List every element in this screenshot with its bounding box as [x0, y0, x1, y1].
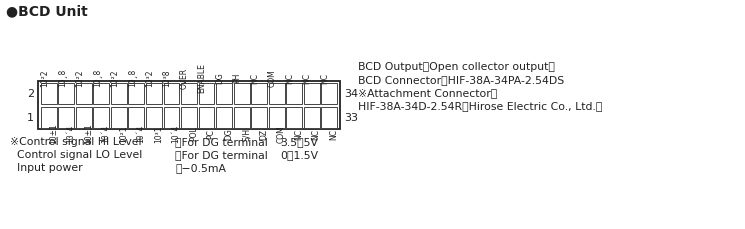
Text: 10±1: 10±1 [48, 123, 58, 144]
Bar [93, 108, 110, 128]
Text: NC: NC [285, 72, 294, 83]
Bar [199, 84, 215, 104]
Text: 10±1: 10±1 [84, 123, 93, 144]
Text: 0～1.5V: 0～1.5V [280, 149, 318, 159]
Text: NC: NC [320, 72, 329, 83]
Bar [41, 108, 57, 128]
Bar [163, 84, 180, 104]
Text: 33: 33 [344, 112, 358, 123]
Bar [216, 84, 232, 104]
Bar [286, 108, 302, 128]
Text: PH: PH [232, 73, 241, 83]
Bar [146, 84, 162, 104]
Text: 1: 1 [27, 112, 34, 123]
Text: ※Control signal HI Level: ※Control signal HI Level [10, 136, 142, 146]
Text: 10²2: 10²2 [110, 69, 119, 86]
Text: 10³8: 10³8 [162, 69, 171, 86]
Bar [93, 84, 110, 104]
Text: ※Attachment Connector：: ※Attachment Connector： [358, 88, 497, 98]
Bar [128, 84, 145, 104]
Bar [181, 108, 197, 128]
Bar [181, 84, 197, 104]
Bar [111, 84, 127, 104]
Text: BCD Connector：HIF-38A-34PA-2.54DS: BCD Connector：HIF-38A-34PA-2.54DS [358, 75, 564, 85]
Text: COM: COM [267, 69, 276, 87]
Bar [251, 108, 267, 128]
Text: 10³2: 10³2 [145, 69, 154, 86]
Text: 10´4: 10´4 [136, 124, 145, 143]
Bar [304, 108, 320, 128]
Text: 10´4: 10´4 [66, 124, 75, 143]
Text: NC: NC [302, 72, 311, 83]
Bar [199, 108, 215, 128]
Text: ●BCD Unit: ●BCD Unit [6, 4, 88, 18]
Bar [286, 84, 302, 104]
Text: 10´4: 10´4 [171, 124, 180, 143]
Bar [38, 82, 340, 129]
Bar [234, 84, 250, 104]
Bar [269, 84, 285, 104]
Text: 10²2: 10²2 [39, 69, 48, 86]
Text: ENABLE: ENABLE [197, 63, 206, 93]
Bar [321, 84, 337, 104]
Text: DG: DG [215, 72, 224, 84]
Text: NC: NC [294, 128, 303, 139]
Text: COM: COM [276, 125, 285, 142]
Text: ：For DG terminal: ：For DG terminal [175, 136, 267, 146]
Bar [234, 108, 250, 128]
Text: 34: 34 [344, 89, 358, 98]
Bar [321, 108, 337, 128]
Bar [58, 108, 74, 128]
Bar [76, 108, 92, 128]
Text: 10²1: 10²1 [119, 125, 128, 142]
Text: Input power: Input power [10, 162, 83, 172]
Bar [216, 108, 232, 128]
Text: 10¸8: 10¸8 [92, 68, 101, 87]
Text: 10¸8: 10¸8 [57, 68, 66, 87]
Bar [251, 84, 267, 104]
Bar [58, 84, 74, 104]
Text: ：For DG terminal: ：For DG terminal [175, 149, 267, 159]
Bar [111, 108, 127, 128]
Text: 3.5～5V: 3.5～5V [280, 136, 318, 146]
Text: NC: NC [250, 72, 259, 83]
Text: HIF-38A-34D-2.54R（Hirose Electric Co., Ltd.）: HIF-38A-34D-2.54R（Hirose Electric Co., L… [358, 101, 603, 111]
Bar [41, 84, 57, 104]
Text: 10²2: 10²2 [74, 69, 84, 86]
Bar [128, 108, 145, 128]
Text: DZ: DZ [259, 128, 268, 139]
Text: 10´4: 10´4 [101, 124, 110, 143]
Bar [76, 84, 92, 104]
Bar [269, 108, 285, 128]
Text: BCD Output（Open collector output）: BCD Output（Open collector output） [358, 62, 555, 72]
Text: 10³1: 10³1 [154, 125, 163, 142]
Text: Control signal LO Level: Control signal LO Level [10, 149, 142, 159]
Text: 2: 2 [27, 89, 34, 98]
Text: POL: POL [189, 126, 198, 141]
Text: DG: DG [224, 128, 233, 139]
Bar [146, 108, 162, 128]
Text: NC: NC [329, 128, 338, 139]
Bar [163, 108, 180, 128]
Text: 10¸8: 10¸8 [127, 68, 136, 87]
Text: OVER: OVER [180, 67, 189, 88]
Text: PC: PC [206, 128, 215, 138]
Text: S/H: S/H [241, 127, 250, 140]
Text: ：−0.5mA: ：−0.5mA [175, 162, 226, 172]
Bar [304, 84, 320, 104]
Text: NC: NC [311, 128, 320, 139]
